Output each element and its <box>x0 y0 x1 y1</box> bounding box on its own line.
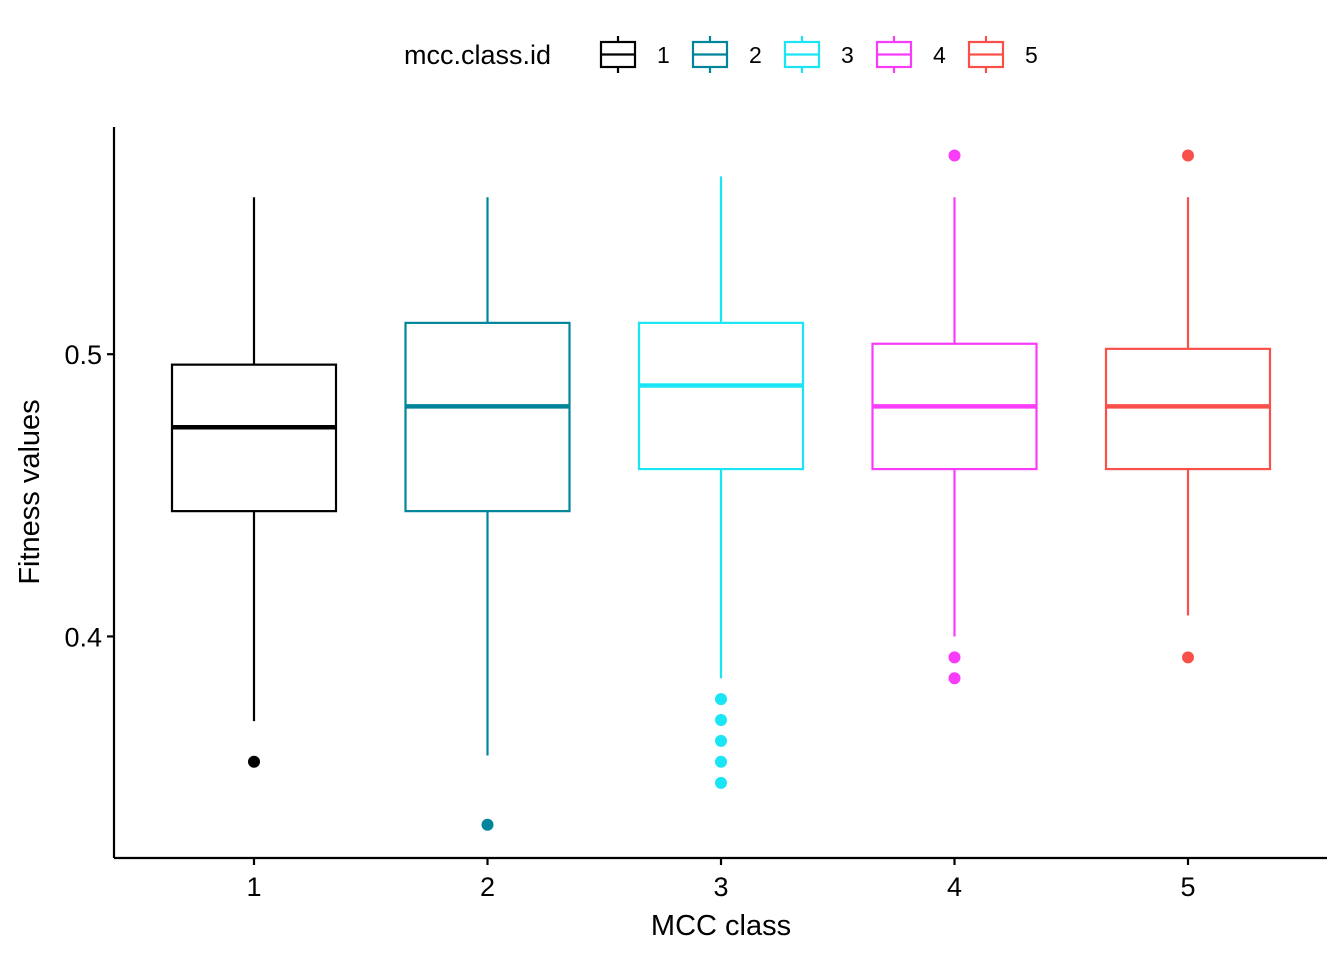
outlier-point <box>1182 651 1194 664</box>
outlier-point <box>948 149 961 162</box>
legend: mcc.class.id 1 2 3 4 5 <box>404 36 1038 73</box>
outlier-point <box>481 818 494 831</box>
axes: MCC class Fitness values 0.4 0.5 1 2 3 4 5 <box>14 127 1327 942</box>
box-series-5 <box>1104 149 1272 664</box>
box-iqr <box>637 321 805 471</box>
box-series-2 <box>404 197 571 831</box>
legend-item-1: 1 <box>599 36 670 73</box>
legend-label: 4 <box>933 42 946 68</box>
outlier-point <box>948 672 961 685</box>
plot-area <box>170 149 1272 831</box>
x-tick-label: 4 <box>947 872 962 902</box>
legend-label: 3 <box>841 42 854 68</box>
x-tick-label: 2 <box>480 872 495 902</box>
outlier-point <box>1182 149 1194 162</box>
x-tick-label: 1 <box>246 872 261 902</box>
legend-item-5: 5 <box>967 36 1038 73</box>
box-iqr <box>1104 347 1272 471</box>
box-iqr <box>404 321 571 513</box>
legend-item-3: 3 <box>783 36 854 73</box>
legend-label: 5 <box>1025 42 1038 68</box>
y-tick-label: 0.5 <box>64 340 102 370</box>
outlier-point <box>715 776 727 789</box>
outlier-point <box>715 693 727 706</box>
legend-item-4: 4 <box>875 36 946 73</box>
outlier-point <box>715 755 727 768</box>
outlier-point <box>715 734 727 747</box>
legend-title: mcc.class.id <box>404 40 551 70</box>
legend-item-2: 2 <box>691 36 762 73</box>
box-iqr <box>170 363 338 513</box>
y-tick-label: 0.4 <box>64 622 102 652</box>
x-axis-title: MCC class <box>651 910 791 942</box>
x-tick-label: 3 <box>713 872 728 902</box>
outlier-point <box>948 651 961 664</box>
box-series-4 <box>871 149 1038 685</box>
x-tick-label: 5 <box>1180 872 1195 902</box>
legend-label: 1 <box>657 42 670 68</box>
box-series-3 <box>637 176 805 789</box>
box-series-1 <box>170 197 338 768</box>
y-axis-title: Fitness values <box>14 399 46 584</box>
legend-label: 2 <box>749 42 762 68</box>
outlier-point <box>715 713 727 726</box>
outlier-point <box>248 755 260 768</box>
